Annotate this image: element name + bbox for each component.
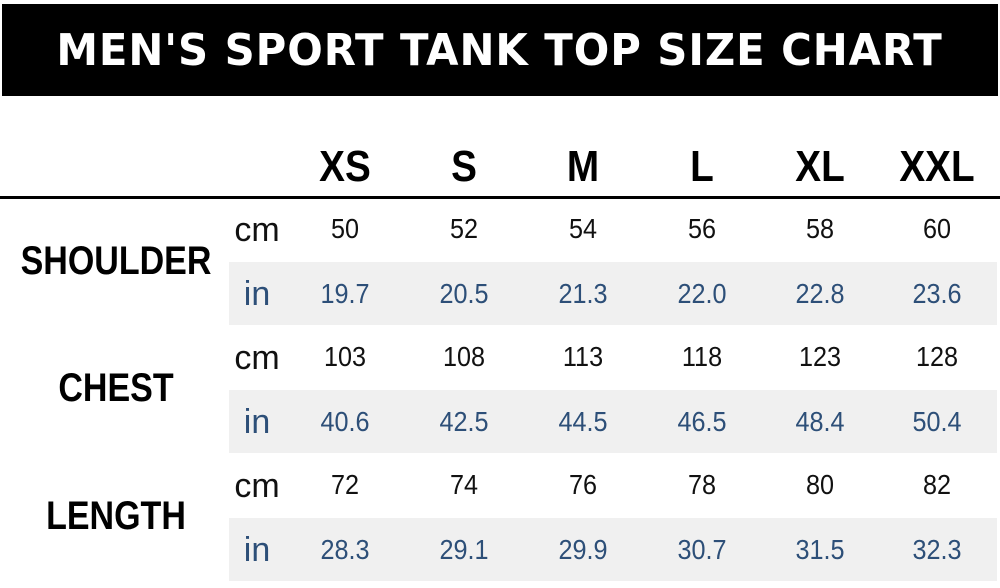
cell-chest-in-l: 46.5 — [677, 406, 727, 437]
cell-chest-in-s: 42.5 — [439, 406, 489, 437]
cell-chest-cm-xs: 103 — [323, 341, 367, 372]
cell-length-cm-m: 76 — [568, 469, 598, 500]
cell-length-in-xxl: 32.3 — [912, 534, 962, 565]
cell-chest-in-xxl: 50.4 — [912, 406, 962, 437]
cell-shoulder-cm-xxl: 60 — [922, 213, 952, 244]
cell-chest-cm-l: 118 — [681, 341, 723, 372]
unit-cm-chest: cm — [234, 339, 280, 377]
size-header-l: L — [690, 142, 714, 191]
cell-chest-in-xs: 40.6 — [320, 406, 370, 437]
size-header-s: S — [451, 142, 477, 191]
cell-length-in-s: 29.1 — [439, 534, 489, 565]
header-divider — [0, 196, 1000, 199]
cell-length-cm-l: 78 — [687, 469, 717, 500]
row-band-length-in — [229, 518, 997, 581]
size-header-xs: XS — [319, 142, 371, 191]
unit-cm-length: cm — [234, 467, 280, 505]
measure-label-chest: CHEST — [58, 366, 174, 410]
cell-length-in-l: 30.7 — [677, 534, 727, 565]
cell-shoulder-in-xxl: 23.6 — [912, 278, 962, 309]
cell-shoulder-cm-s: 52 — [449, 213, 479, 244]
unit-in-length: in — [243, 531, 271, 569]
cell-chest-in-m: 44.5 — [558, 406, 608, 437]
cell-shoulder-in-xl: 22.8 — [795, 278, 845, 309]
size-header-m: M — [566, 142, 600, 191]
cell-shoulder-in-l: 22.0 — [677, 278, 727, 309]
unit-in-shoulder: in — [243, 275, 271, 313]
cell-shoulder-in-s: 20.5 — [439, 278, 489, 309]
chart-title: MEN'S SPORT TANK TOP SIZE CHART — [56, 24, 944, 76]
cell-chest-in-xl: 48.4 — [795, 406, 845, 437]
cell-length-in-xl: 31.5 — [795, 534, 845, 565]
cell-chest-cm-xxl: 128 — [915, 341, 959, 372]
cell-shoulder-cm-xl: 58 — [805, 213, 835, 244]
size-header-xl: XL — [795, 142, 845, 191]
cell-chest-cm-m: 113 — [562, 341, 604, 372]
cell-length-cm-xxl: 82 — [922, 469, 952, 500]
cell-chest-cm-s: 108 — [442, 341, 486, 372]
cell-length-in-m: 29.9 — [558, 534, 608, 565]
cell-shoulder-cm-l: 56 — [687, 213, 717, 244]
cell-shoulder-cm-xs: 50 — [330, 213, 360, 244]
measure-label-length: LENGTH — [46, 494, 186, 538]
row-band-shoulder-in — [229, 262, 997, 325]
measure-label-shoulder: SHOULDER — [20, 239, 212, 283]
unit-in-chest: in — [243, 403, 271, 441]
cell-length-cm-xl: 80 — [805, 469, 835, 500]
cell-length-cm-s: 74 — [449, 469, 479, 500]
cell-shoulder-in-xs: 19.7 — [320, 278, 370, 309]
unit-cm-shoulder: cm — [234, 211, 280, 249]
row-band-chest-in — [229, 390, 997, 453]
cell-chest-cm-xl: 123 — [798, 341, 842, 372]
cell-length-cm-xs: 72 — [330, 469, 360, 500]
size-header-xxl: XXL — [899, 142, 975, 191]
cell-shoulder-cm-m: 54 — [568, 213, 598, 244]
cell-shoulder-in-m: 21.3 — [558, 278, 608, 309]
title-bar: MEN'S SPORT TANK TOP SIZE CHART — [2, 4, 998, 96]
cell-length-in-xs: 28.3 — [320, 534, 370, 565]
